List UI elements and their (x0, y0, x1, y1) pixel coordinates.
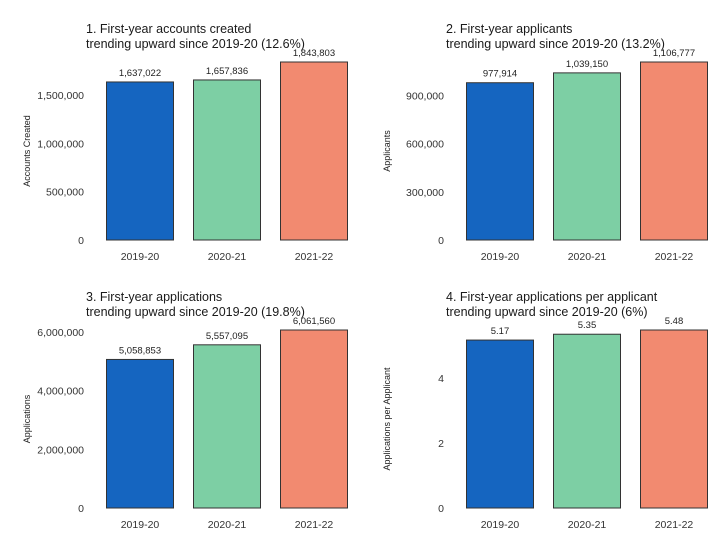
x-tick-label: 2020-21 (208, 251, 247, 263)
y-tick-label: 1,500,000 (37, 90, 84, 102)
chart-panel-applicants: 2. First-year applicants trending upward … (360, 0, 720, 268)
data-label: 977,914 (483, 69, 517, 80)
chart-subtitle: trending upward since 2019-20 (12.6%) (86, 37, 305, 51)
y-tick-label: 4,000,000 (37, 386, 84, 398)
x-tick-label: 2020-21 (568, 519, 607, 531)
x-tick-label: 2021-22 (655, 519, 694, 531)
chart-title: 2. First-year applicants (446, 22, 572, 36)
y-axis-label: Applicants (382, 130, 392, 172)
x-tick-label: 2021-22 (655, 251, 694, 263)
x-tick-label: 2019-20 (481, 251, 520, 263)
bar-2021-22 (640, 329, 708, 509)
bar-2019-20 (466, 82, 534, 241)
data-label: 5.48 (665, 316, 684, 327)
chart-panel-applications: 3. First-year applications trending upwar… (0, 268, 360, 536)
data-label: 1,106,777 (653, 48, 695, 59)
y-tick-label: 4 (438, 373, 444, 385)
y-tick-label: 600,000 (406, 139, 444, 151)
bar-2020-21 (193, 344, 261, 509)
chart-title: 3. First-year applications (86, 290, 222, 304)
y-axis-label: Applications (22, 394, 32, 443)
chart-title: 1. First-year accounts created (86, 22, 251, 36)
y-tick-label: 0 (78, 235, 84, 247)
data-label: 1,657,836 (206, 66, 248, 77)
y-axis-label: Applications per Applicant (382, 367, 392, 471)
bar-2020-21 (193, 79, 261, 241)
bar-2019-20 (106, 358, 174, 509)
data-label: 5.35 (578, 320, 597, 331)
chart-title: 4. First-year applications per applicant (446, 290, 658, 304)
y-tick-label: 900,000 (406, 90, 444, 102)
x-tick-label: 2021-22 (295, 519, 334, 531)
data-label: 6,061,560 (293, 316, 335, 327)
y-tick-label: 1,000,000 (37, 138, 84, 150)
bar-2020-21 (553, 333, 621, 509)
data-label: 1,039,150 (566, 59, 608, 70)
bar-2021-22 (640, 61, 708, 241)
y-tick-label: 0 (438, 235, 444, 247)
chart-subtitle: trending upward since 2019-20 (19.8%) (86, 305, 305, 319)
bar-2019-20 (106, 81, 174, 241)
data-label: 1,637,022 (119, 68, 161, 79)
y-tick-label: 300,000 (406, 187, 444, 199)
data-label: 1,843,803 (293, 48, 335, 59)
y-tick-label: 0 (438, 503, 444, 515)
bar-2020-21 (553, 72, 621, 241)
y-axis-label: Accounts Created (22, 115, 32, 187)
bar-2021-22 (280, 329, 348, 509)
y-tick-label: 2,000,000 (37, 444, 84, 456)
chart-panel-applications-per-applicant: 4. First-year applications per applicant… (360, 268, 720, 536)
x-tick-label: 2019-20 (121, 251, 160, 263)
chart-subtitle: trending upward since 2019-20 (6%) (446, 305, 648, 319)
chart-svg: 4. First-year applications per applicant… (382, 290, 708, 531)
y-tick-label: 6,000,000 (37, 327, 84, 339)
x-tick-label: 2020-21 (208, 519, 247, 531)
y-tick-label: 2 (438, 438, 444, 450)
data-label: 5,557,095 (206, 331, 248, 342)
data-label: 5.17 (491, 326, 510, 337)
data-label: 5,058,853 (119, 345, 161, 356)
y-tick-label: 500,000 (46, 187, 84, 199)
bar-2021-22 (280, 61, 348, 241)
y-tick-label: 0 (78, 503, 84, 515)
x-tick-label: 2019-20 (121, 519, 160, 531)
bar-2019-20 (466, 339, 534, 509)
chart-subtitle: trending upward since 2019-20 (13.2%) (446, 37, 665, 51)
chart-panel-accounts: 1. First-year accounts created trending u… (0, 0, 360, 268)
x-tick-label: 2019-20 (481, 519, 520, 531)
x-tick-label: 2021-22 (295, 251, 334, 263)
x-tick-label: 2020-21 (568, 251, 607, 263)
